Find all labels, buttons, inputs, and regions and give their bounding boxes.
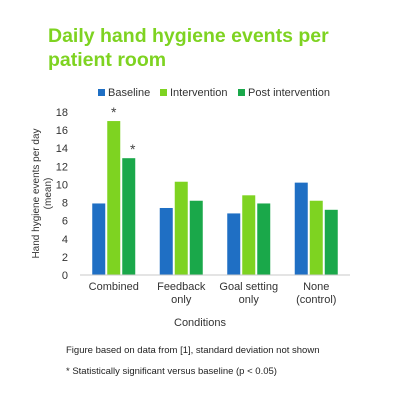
- bar: [189, 200, 203, 275]
- bar: [174, 181, 188, 275]
- legend: Baseline Intervention Post intervention: [98, 87, 330, 99]
- y-tick-label: 10: [56, 179, 68, 191]
- legend-label: Intervention: [170, 87, 227, 99]
- y-tick-label: 8: [62, 198, 68, 210]
- y-tick-label: 0: [62, 270, 68, 282]
- bars: **: [92, 104, 338, 275]
- x-tick-label: (control): [296, 294, 336, 306]
- legend-swatch: [238, 89, 245, 96]
- legend-swatch: [160, 89, 167, 96]
- bar: [324, 209, 338, 275]
- chart-title-line2: patient room: [48, 49, 167, 71]
- x-tick-label: only: [171, 294, 192, 306]
- y-axis-label-line2: (mean): [43, 178, 54, 210]
- bar: [159, 207, 173, 275]
- chart-title: Daily hand hygiene events per patient ro…: [48, 24, 388, 72]
- bar: [92, 203, 106, 275]
- legend-label: Post intervention: [248, 87, 330, 99]
- chart-title-line1: Daily hand hygiene events per: [48, 25, 329, 47]
- legend-swatch: [98, 89, 105, 96]
- y-tick-label: 2: [62, 252, 68, 264]
- x-tick-label: Goal setting: [219, 281, 278, 293]
- bar: [227, 213, 241, 275]
- x-tick-label: only: [239, 294, 260, 306]
- y-tick-label: 18: [56, 107, 68, 119]
- bar: [294, 182, 308, 275]
- x-tick-label: Feedback: [157, 281, 206, 293]
- significance-note: * Statistically significant versus basel…: [66, 366, 277, 377]
- y-axis: 0 2 4 6 8 10 12 14 16 18: [56, 107, 68, 282]
- y-tick-label: 16: [56, 125, 68, 137]
- y-tick-label: 4: [62, 234, 68, 246]
- bar: [107, 121, 121, 275]
- x-tick-label: Combined: [89, 281, 139, 293]
- source-note: Figure based on data from [1], standard …: [66, 345, 320, 356]
- y-axis-label-line1: Hand hygiene events per day: [31, 128, 42, 258]
- bar: [242, 195, 256, 275]
- x-tick-label: None: [303, 281, 329, 293]
- significance-marker: *: [130, 141, 136, 157]
- bar: [257, 203, 271, 275]
- y-tick-label: 14: [56, 143, 68, 155]
- x-axis-label: Conditions: [174, 317, 226, 329]
- bar: [122, 158, 136, 275]
- legend-label: Baseline: [108, 87, 150, 99]
- y-tick-label: 6: [62, 216, 68, 228]
- bar: [309, 200, 323, 275]
- significance-marker: *: [111, 104, 117, 120]
- y-tick-label: 12: [56, 161, 68, 173]
